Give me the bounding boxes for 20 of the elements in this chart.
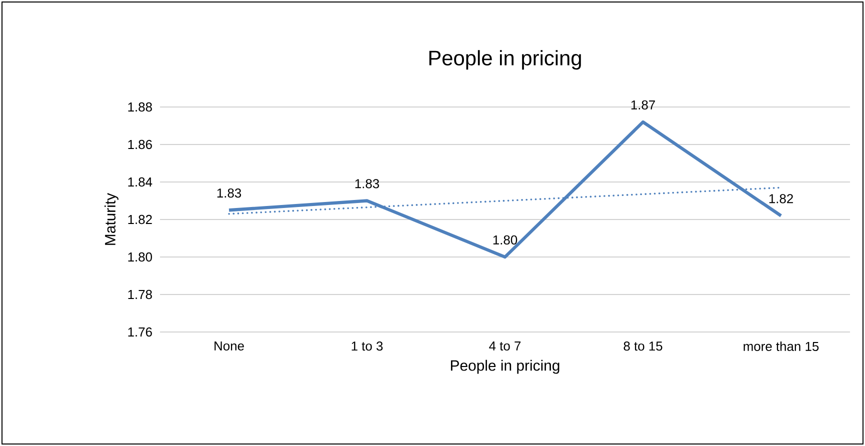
y-tick-label: 1.76	[128, 327, 152, 337]
y-tick-label: 1.86	[128, 140, 152, 150]
x-tick-label: 4 to 7	[489, 342, 521, 351]
x-tick-label: None	[214, 342, 244, 351]
chart-title: People in pricing	[429, 50, 581, 70]
x-axis-title: People in pricing	[450, 360, 560, 374]
y-tick-label: 1.84	[128, 177, 152, 187]
x-tick-label: 1 to 3	[352, 341, 383, 351]
data-label: 1.82	[769, 194, 793, 204]
data-label: 1.87	[631, 100, 655, 110]
y-tick-label: 1.88	[128, 102, 152, 112]
y-tick-label: 1.80	[128, 252, 152, 262]
y-axis-title: Maturity	[104, 192, 118, 245]
y-tick-label: 1.82	[128, 214, 152, 224]
x-tick-label: 8 to 15	[624, 341, 662, 351]
data-label: 1.83	[217, 188, 242, 198]
x-tick-label: more than 15	[744, 341, 819, 352]
data-label: 1.83	[355, 179, 380, 188]
y-tick-label: 1.78	[128, 290, 152, 300]
data-label: 1.80	[493, 235, 518, 245]
